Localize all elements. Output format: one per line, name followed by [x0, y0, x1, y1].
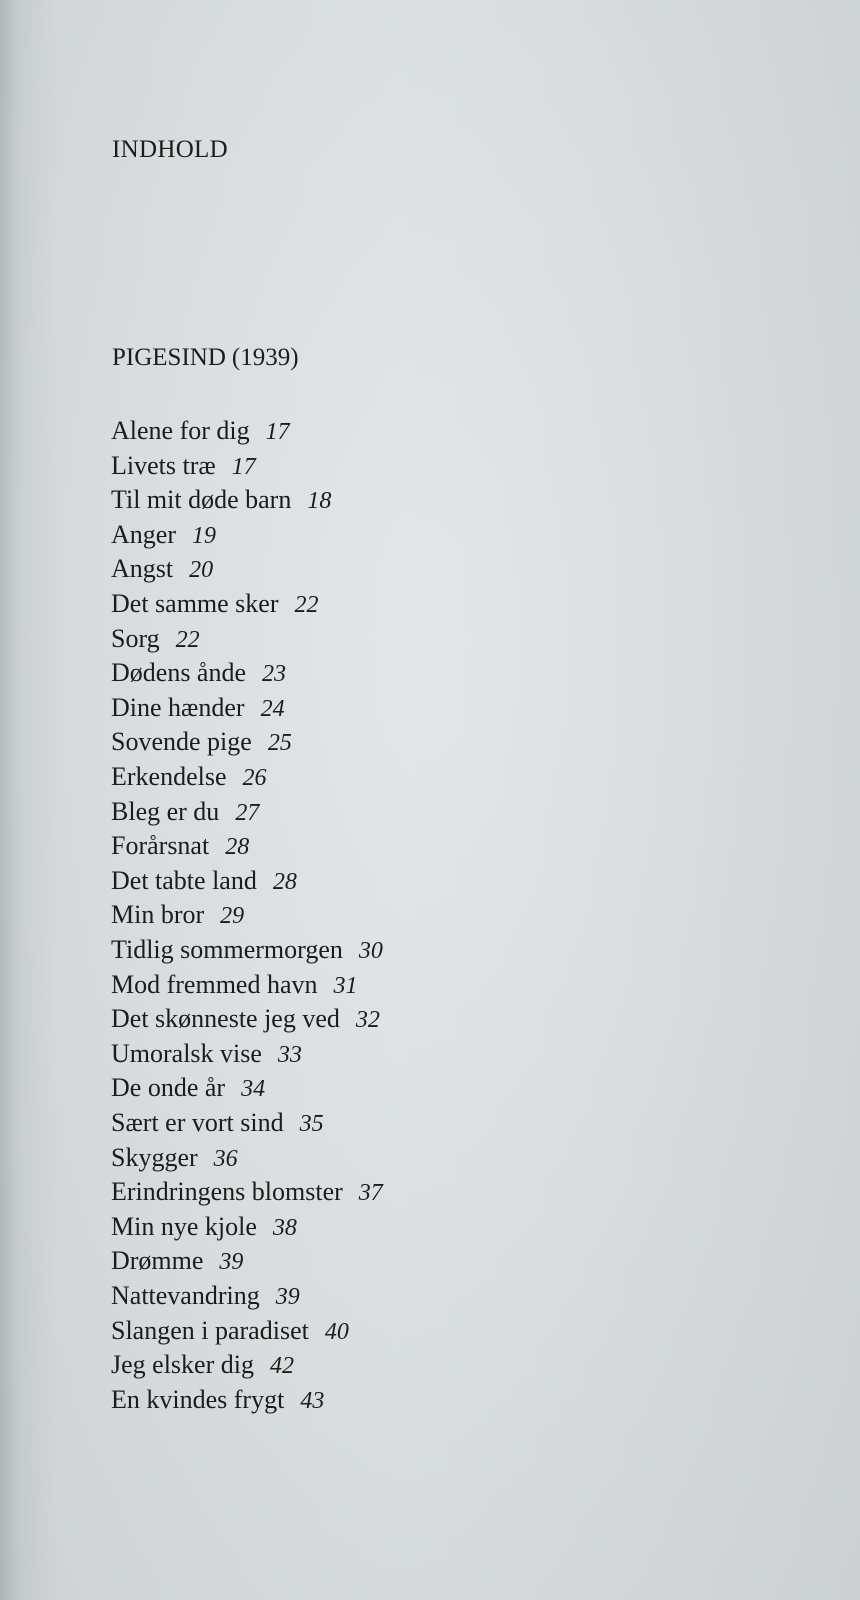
toc-entry: Dine hænder 24: [111, 693, 285, 724]
entry-title: Min nye kjole: [111, 1211, 257, 1241]
entry-page-number: 39: [219, 1249, 244, 1276]
toc-entry: Bleg er du 27: [111, 797, 259, 828]
entry-page-number: 31: [333, 972, 358, 999]
entry-title: Erindringens blomster: [111, 1177, 343, 1207]
entry-title: Bleg er du: [111, 796, 220, 826]
entry-page-number: 22: [294, 592, 319, 618]
toc-entry: Sovende pige 25: [111, 727, 292, 758]
entry-title: Nattevandring: [111, 1281, 260, 1310]
entry-title: Sært er vort sind: [111, 1108, 284, 1137]
entry-title: Tidlig sommermorgen: [111, 935, 343, 964]
toc-entry: Sorg 22: [111, 624, 200, 655]
entry-page-number: 40: [324, 1318, 349, 1345]
entry-page-number: 36: [213, 1145, 238, 1172]
entry-page-number: 24: [260, 695, 285, 722]
entry-title: Mod fremmed havn: [111, 969, 318, 999]
toc-entry: Det samme sker 22: [111, 589, 319, 620]
entry-page-number: 30: [358, 938, 383, 964]
toc-entry: Skygger 36: [111, 1143, 238, 1174]
toc-entry: Dødens ånde 23: [111, 658, 286, 689]
toc-entry: Min nye kjole 38: [111, 1212, 297, 1243]
entry-title: Det skønneste jeg ved: [111, 1004, 340, 1034]
section-title: PIGESIND: [112, 344, 226, 371]
entry-title: Erkendelse: [111, 762, 227, 791]
toc-entry: Mod fremmed havn 31: [111, 970, 358, 1001]
toc-entry: Anger 19: [111, 520, 216, 551]
entry-page-number: 19: [191, 522, 216, 549]
toc-entry: Sært er vort sind 35: [111, 1108, 324, 1139]
toc-entry: Det tabte land 28: [111, 866, 297, 897]
entry-title: De onde år: [111, 1073, 226, 1103]
entry-title: Anger: [111, 519, 176, 549]
toc-entry: Erkendelse 26: [111, 762, 267, 793]
entry-page-number: 33: [277, 1041, 302, 1068]
entry-title: Drømme: [111, 1246, 204, 1276]
toc-entry: Angst 20: [111, 554, 213, 585]
entry-page-number: 35: [299, 1111, 324, 1137]
entry-title: Til mit døde barn: [111, 485, 292, 515]
toc-entry: Livets træ 17: [111, 451, 256, 482]
toc-entry: Forårsnat 28: [111, 831, 249, 862]
entry-title: Sovende pige: [111, 727, 252, 757]
entry-page-number: 37: [358, 1180, 383, 1207]
entry-page-number: 26: [242, 765, 267, 791]
entry-page-number: 23: [262, 661, 287, 688]
entry-page-number: 25: [267, 730, 292, 757]
entry-title: Min bror: [111, 900, 205, 930]
entry-page-number: 42: [269, 1353, 294, 1380]
entry-title: Jeg elsker dig: [111, 1350, 254, 1380]
entry-page-number: 18: [307, 488, 332, 515]
toc-entry: Det skønneste jeg ved 32: [111, 1004, 380, 1035]
entry-page-number: 29: [220, 903, 245, 930]
entry-title: Umoralsk vise: [111, 1038, 262, 1068]
toc-entry: Nattevandring 39: [111, 1281, 300, 1312]
entry-page-number: 28: [225, 834, 250, 861]
toc-entry: De onde år 34: [111, 1073, 265, 1104]
toc-entry: Alene for dig 17: [111, 416, 290, 447]
toc-entry: Umoralsk vise 33: [111, 1039, 302, 1070]
toc-entry: En kvindes frygt 43: [111, 1385, 324, 1416]
toc-entry: Til mit døde barn 18: [111, 485, 331, 516]
entry-title: Det tabte land: [111, 865, 257, 895]
entry-page-number: 17: [231, 453, 256, 480]
entry-page-number: 32: [355, 1007, 380, 1034]
entry-title: Alene for dig: [111, 416, 250, 445]
entry-title: Angst: [111, 554, 174, 584]
toc-entry: Tidlig sommermorgen 30: [111, 935, 383, 966]
entry-page-number: 22: [175, 626, 200, 653]
toc-entry: Slangen i paradiset 40: [111, 1316, 349, 1347]
entry-page-number: 39: [275, 1284, 300, 1310]
toc-entry: Erindringens blomster 37: [111, 1177, 383, 1208]
section-heading: PIGESIND (1939): [112, 344, 299, 372]
entry-page-number: 27: [235, 799, 260, 826]
entry-title: Skygger: [111, 1142, 198, 1172]
section-year: (1939): [231, 344, 299, 371]
entry-page-number: 34: [241, 1076, 266, 1103]
entry-title: En kvindes frygt: [111, 1384, 285, 1414]
toc-entry: Min bror 29: [111, 900, 244, 931]
entry-page-number: 43: [300, 1387, 325, 1414]
entry-title: Forårsnat: [111, 831, 210, 861]
entry-title: Dine hænder: [111, 692, 245, 722]
entry-page-number: 20: [189, 557, 214, 584]
entry-title: Dødens ånde: [111, 658, 247, 688]
entry-title: Slangen i paradiset: [111, 1315, 309, 1345]
entry-title: Sorg: [111, 623, 160, 653]
toc-entry: Jeg elsker dig 42: [111, 1350, 294, 1381]
entry-page-number: 17: [265, 419, 290, 445]
entry-page-number: 28: [272, 868, 297, 895]
entry-page-number: 38: [272, 1214, 297, 1241]
entry-title: Livets træ: [111, 450, 216, 480]
page-heading: INDHOLD: [112, 136, 228, 163]
toc-entry: Drømme 39: [111, 1246, 243, 1277]
entry-title: Det samme sker: [111, 589, 279, 618]
